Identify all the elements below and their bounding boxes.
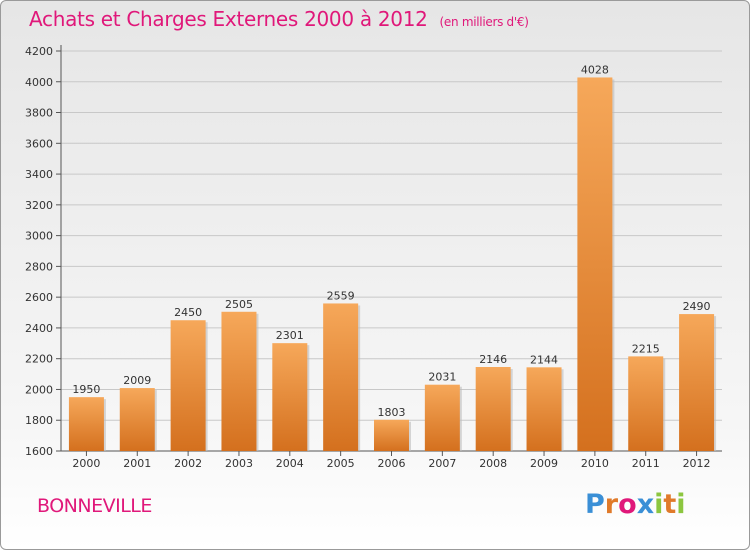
logo-letter: t (663, 489, 677, 520)
x-tick-label: 2005 (327, 457, 355, 470)
data-label: 2144 (530, 353, 558, 366)
chart-title-text: Achats et Charges Externes 2000 à 2012 (29, 7, 428, 31)
logo-letter: x (636, 489, 655, 520)
commune-name: BONNEVILLE (37, 495, 152, 517)
bar (119, 388, 155, 451)
y-tick-label: 1800 (25, 414, 53, 427)
bar (170, 320, 206, 451)
bar (374, 419, 409, 451)
data-label: 4028 (581, 63, 609, 76)
x-tick-label: 2008 (479, 457, 507, 470)
bar (272, 343, 308, 451)
data-label: 2215 (632, 342, 660, 355)
data-label: 1803 (378, 406, 406, 419)
bar (323, 303, 359, 451)
x-tick-label: 2012 (683, 457, 711, 470)
y-tick-label: 3400 (25, 168, 53, 181)
y-tick-label: 2200 (25, 353, 53, 366)
logo-letter: o (618, 489, 637, 520)
y-tick-label: 1600 (25, 445, 53, 458)
logo-letter: i (676, 489, 686, 520)
x-tick-label: 2003 (225, 457, 253, 470)
proxiti-logo: Proxiti (585, 489, 686, 520)
y-tick-label: 4200 (25, 45, 53, 58)
x-tick-label: 2006 (378, 457, 406, 470)
x-tick-label: 2007 (428, 457, 456, 470)
data-label: 2559 (327, 289, 355, 302)
data-label: 2490 (683, 300, 711, 313)
data-label: 2301 (276, 329, 304, 342)
logo-letter: P (585, 489, 605, 520)
bar (68, 397, 104, 451)
y-tick-label: 3600 (25, 137, 53, 150)
x-tick-label: 2002 (174, 457, 202, 470)
bar (475, 367, 511, 451)
chart-title: Achats et Charges Externes 2000 à 2012 (e… (29, 7, 529, 31)
logo-letter: r (604, 489, 619, 520)
y-tick-label: 2000 (25, 383, 53, 396)
y-tick-label: 3000 (25, 230, 53, 243)
logo-letter: i (654, 489, 664, 520)
data-label: 2450 (174, 306, 202, 319)
y-tick-label: 2800 (25, 260, 53, 273)
data-label: 1950 (72, 383, 100, 396)
x-tick-label: 2009 (530, 457, 558, 470)
y-tick-label: 2400 (25, 322, 53, 335)
y-tick-label: 3800 (25, 107, 53, 120)
x-tick-label: 2004 (276, 457, 304, 470)
x-tick-label: 2000 (72, 457, 100, 470)
x-tick-label: 2011 (632, 457, 660, 470)
bar (424, 384, 460, 451)
bar (679, 314, 715, 451)
x-tick-label: 2010 (581, 457, 609, 470)
data-label: 2031 (428, 371, 456, 384)
data-label: 2505 (225, 298, 253, 311)
bar (628, 356, 664, 451)
bar (221, 311, 257, 451)
y-tick-label: 3200 (25, 199, 53, 212)
bar (577, 77, 613, 451)
chart-subtitle: (en milliers d'€) (439, 15, 529, 29)
data-label: 2009 (123, 374, 151, 387)
bar (526, 367, 562, 451)
x-tick-label: 2001 (123, 457, 151, 470)
data-label: 2146 (479, 353, 507, 366)
y-tick-label: 2600 (25, 291, 53, 304)
y-tick-label: 4000 (25, 76, 53, 89)
